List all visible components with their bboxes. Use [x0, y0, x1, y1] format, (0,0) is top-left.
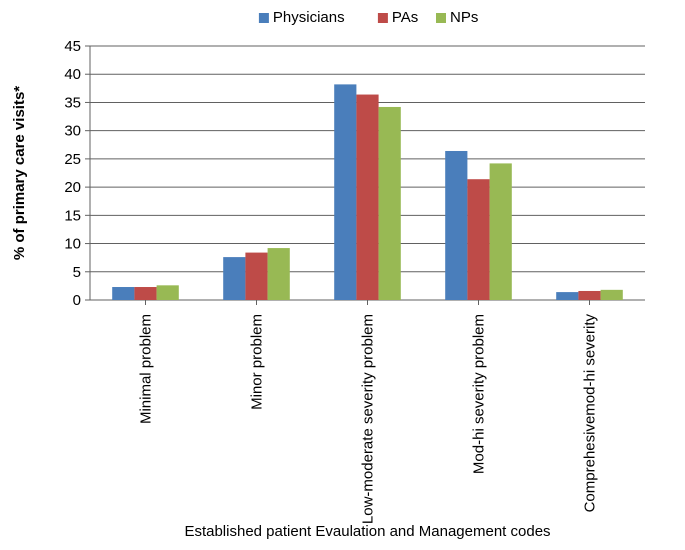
chart-svg: 0 5 10 15 20 25 30 35 40 45 Minimal problem Minor p… — [0, 0, 685, 550]
y-tick-label: 45 — [64, 38, 81, 55]
y-axis-label: % of primary care visits* — [11, 86, 28, 260]
bar — [268, 248, 290, 300]
bar — [223, 257, 245, 300]
legend-swatch — [259, 13, 269, 23]
x-axis-label: Established patient Evaulation and Manag… — [184, 523, 550, 540]
y-tick-label: 10 — [64, 236, 81, 253]
y-tick-label: 35 — [64, 94, 81, 111]
x-category-label: Mod-hi severity problem — [471, 314, 488, 474]
bar — [601, 290, 623, 300]
x-category-label: Low-moderate severity problem — [360, 314, 377, 524]
bar — [245, 253, 267, 300]
bar — [445, 151, 467, 300]
bar — [578, 291, 600, 300]
y-tick-label: 20 — [64, 179, 81, 196]
x-category-label: Minor problem — [249, 314, 266, 410]
chart-container: 0 5 10 15 20 25 30 35 40 45 Minimal problem Minor p… — [0, 0, 685, 550]
legend-swatch — [378, 13, 388, 23]
y-tick-label: 30 — [64, 123, 81, 140]
legend-label: Physicians — [273, 9, 345, 26]
legend-swatch — [436, 13, 446, 23]
legend-label: PAs — [392, 9, 418, 26]
bar — [467, 179, 489, 300]
x-category-label: Comprehesivemod-hi severity — [582, 314, 599, 513]
y-tick-label: 5 — [73, 264, 81, 281]
y-tick-label: 40 — [64, 66, 81, 83]
y-tick-label: 15 — [64, 207, 81, 224]
bar — [356, 95, 378, 300]
x-category-label: Minimal problem — [138, 314, 155, 424]
bar — [112, 287, 134, 300]
bar — [490, 163, 512, 300]
bar — [134, 287, 156, 300]
y-tick-label: 0 — [73, 292, 81, 309]
bar — [334, 84, 356, 300]
bar — [157, 285, 179, 300]
bar — [556, 292, 578, 300]
y-tick-label: 25 — [64, 151, 81, 168]
legend-label: NPs — [450, 9, 478, 26]
bar — [379, 107, 401, 300]
